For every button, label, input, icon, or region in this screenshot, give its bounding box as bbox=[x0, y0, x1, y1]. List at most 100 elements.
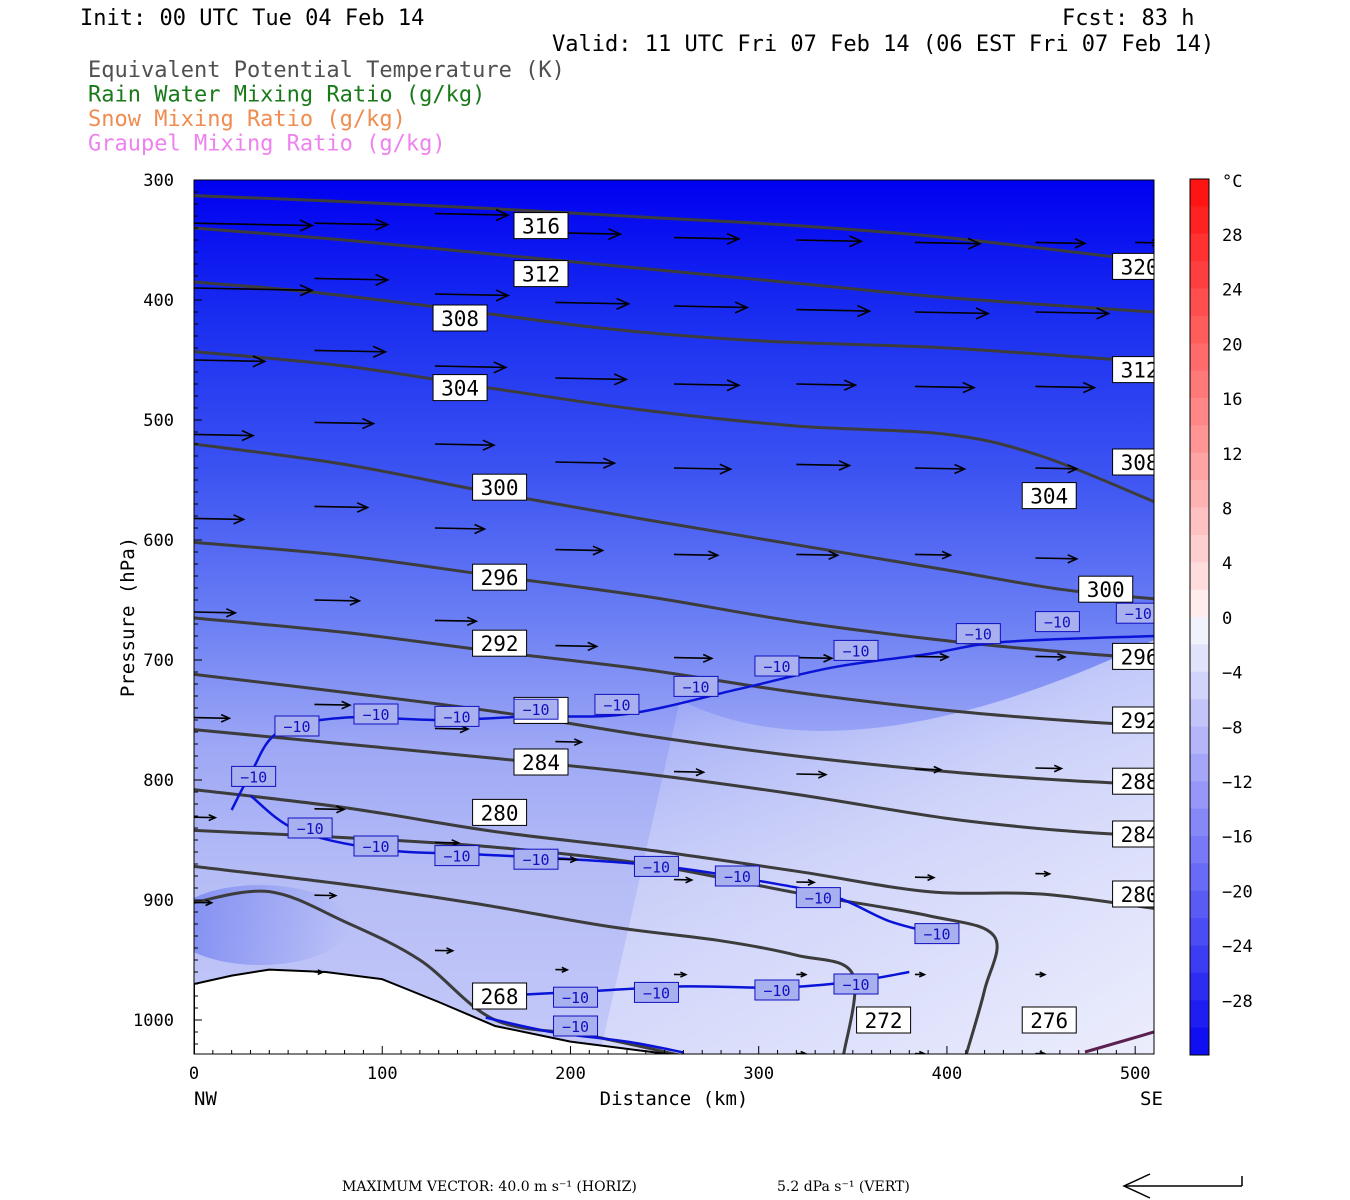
temperature-label: −10 bbox=[754, 655, 800, 677]
temperature-label: −10 bbox=[434, 705, 480, 727]
wind-vector bbox=[796, 304, 872, 318]
theta-e-label: 280 bbox=[472, 798, 528, 826]
svg-text:312: 312 bbox=[1121, 359, 1159, 383]
theta-e-contour-300 bbox=[194, 442, 1154, 601]
theta-e-label: 288 bbox=[1112, 767, 1154, 795]
svg-text:−10: −10 bbox=[443, 848, 470, 866]
colorbar-cell bbox=[1190, 617, 1209, 645]
svg-text:−10: −10 bbox=[763, 658, 790, 676]
wind-vector bbox=[1035, 652, 1067, 662]
svg-text:284: 284 bbox=[1121, 823, 1159, 847]
terrain bbox=[194, 968, 676, 1054]
svg-text:−10: −10 bbox=[522, 701, 549, 719]
colorbar-label: −8 bbox=[1222, 718, 1242, 738]
colorbar-cell bbox=[1190, 315, 1209, 344]
wind-vector bbox=[434, 289, 511, 302]
colorbar-label: 4 bbox=[1222, 554, 1232, 574]
max-vector-label: MAXIMUM VECTOR: 40.0 m s⁻¹ (HORIZ) bbox=[342, 1179, 637, 1195]
wind-vector bbox=[314, 417, 376, 430]
wind-vector bbox=[194, 514, 246, 525]
wind-vector bbox=[914, 307, 991, 320]
y-tick-label: 700 bbox=[143, 651, 174, 671]
svg-text:280: 280 bbox=[481, 801, 519, 825]
svg-text:320: 320 bbox=[1121, 255, 1159, 279]
wind-vector bbox=[555, 373, 629, 386]
theta-e-contour-312 bbox=[194, 226, 1154, 314]
plot-area: 316 312 308 304 300 296 292 288 284 280 268 320 312 3… bbox=[194, 180, 1159, 1054]
colorbar-cell bbox=[1190, 808, 1209, 837]
wind-vector bbox=[194, 608, 238, 618]
svg-text:−10: −10 bbox=[522, 851, 549, 869]
colorbar-label: 16 bbox=[1222, 390, 1242, 410]
wind-vector bbox=[194, 429, 255, 442]
y-tick-label: 500 bbox=[143, 411, 174, 431]
theta-e-contour-288 bbox=[194, 672, 1154, 787]
wind-vector bbox=[796, 460, 852, 471]
wind-vector bbox=[914, 971, 927, 978]
colorbar-cell bbox=[1190, 1027, 1209, 1056]
field-legend: Equivalent Potential Temperature (K)Rain… bbox=[88, 58, 565, 157]
temperature-label: −10 bbox=[633, 855, 679, 877]
wind-vector bbox=[673, 463, 733, 475]
temperature-label: −10 bbox=[553, 986, 599, 1008]
x-axis-left-end: NW bbox=[194, 1088, 217, 1110]
svg-text:−10: −10 bbox=[297, 820, 324, 838]
colorbar-label: −20 bbox=[1222, 882, 1253, 902]
colorbar-cell bbox=[1190, 699, 1209, 727]
theta-e-contour-304 bbox=[194, 350, 1154, 503]
svg-text:292: 292 bbox=[481, 632, 519, 656]
colorbar-cell bbox=[1190, 972, 1209, 1001]
colorbar-cell bbox=[1190, 1000, 1209, 1029]
colorbar-label: −4 bbox=[1222, 664, 1242, 684]
temperature-label: −10 bbox=[955, 623, 1001, 645]
svg-text:−10: −10 bbox=[1044, 614, 1071, 632]
wind-vector bbox=[434, 947, 455, 955]
svg-text:308: 308 bbox=[1121, 451, 1159, 475]
wind-vector bbox=[1135, 239, 1154, 247]
valid-time: Valid: 11 UTC Fri 07 Feb 14 (06 EST Fri … bbox=[552, 32, 1214, 57]
colorbar-label: 24 bbox=[1222, 281, 1242, 301]
theta-e-label: 304 bbox=[1021, 482, 1077, 510]
wind-vector bbox=[673, 550, 720, 561]
wind-vector bbox=[914, 381, 976, 394]
svg-text:304: 304 bbox=[441, 377, 479, 401]
wind-vector bbox=[914, 765, 943, 774]
x-axis-right-end: SE bbox=[1140, 1088, 1163, 1110]
svg-text:−10: −10 bbox=[1125, 605, 1152, 623]
legend-entry: Equivalent Potential Temperature (K) bbox=[88, 58, 565, 83]
svg-text:312: 312 bbox=[522, 263, 560, 287]
colorbar-cell bbox=[1190, 425, 1209, 454]
wind-vector bbox=[555, 641, 599, 652]
colorbar-cell bbox=[1190, 233, 1209, 262]
theta-e-label: 320 bbox=[1112, 252, 1159, 280]
theta-e-label: 280 bbox=[1112, 880, 1154, 908]
wind-vector bbox=[314, 218, 390, 231]
legend-entry: Snow Mixing Ratio (g/kg) bbox=[88, 107, 406, 132]
wind-vector bbox=[914, 237, 982, 250]
svg-text:−10: −10 bbox=[283, 718, 310, 736]
colorbar-cell bbox=[1190, 726, 1209, 755]
temperature-label: −10 bbox=[274, 715, 320, 737]
svg-text:316: 316 bbox=[522, 215, 560, 239]
wind-vector bbox=[673, 232, 741, 245]
theta-e-label: 316 bbox=[513, 212, 569, 240]
colorbar-cell bbox=[1190, 753, 1209, 782]
svg-text:−10: −10 bbox=[923, 926, 950, 944]
graupel-contour-fragment bbox=[1084, 1030, 1154, 1054]
wind-vector bbox=[673, 301, 750, 314]
colorbar-label: 20 bbox=[1222, 335, 1242, 355]
colorbar-cell bbox=[1190, 534, 1209, 563]
svg-text:300: 300 bbox=[1087, 578, 1125, 602]
colorbar-label: −28 bbox=[1222, 992, 1253, 1012]
svg-text:304: 304 bbox=[1030, 485, 1068, 509]
temperature-label: −10 bbox=[353, 703, 399, 725]
wind-vector bbox=[673, 971, 688, 978]
theta-e-label: 292 bbox=[472, 629, 528, 657]
wind-vector bbox=[314, 700, 352, 710]
theta-e-label: 312 bbox=[1112, 356, 1159, 384]
temperature-label: −10 bbox=[287, 817, 333, 839]
colorbar-cell bbox=[1190, 398, 1209, 426]
vertical-vector-label: 5.2 dPa s⁻¹ (VERT) bbox=[777, 1179, 910, 1195]
svg-text:−10: −10 bbox=[842, 642, 869, 660]
temperature-label: −10 bbox=[353, 835, 399, 857]
